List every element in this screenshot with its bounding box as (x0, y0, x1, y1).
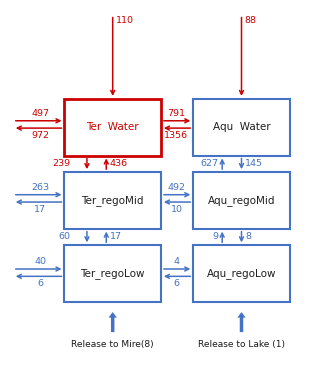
FancyBboxPatch shape (193, 99, 290, 156)
Text: 6: 6 (37, 279, 43, 288)
Text: 239: 239 (53, 159, 71, 168)
Text: 497: 497 (31, 109, 49, 118)
Text: 263: 263 (31, 183, 49, 192)
Text: Ter_regoLow: Ter_regoLow (80, 268, 145, 279)
Text: Release to Mire(8): Release to Mire(8) (71, 340, 154, 350)
FancyBboxPatch shape (193, 172, 290, 229)
Text: 17: 17 (109, 232, 121, 241)
Text: 492: 492 (167, 183, 185, 192)
Text: 88: 88 (245, 16, 257, 26)
Text: 110: 110 (116, 16, 134, 26)
FancyBboxPatch shape (64, 172, 161, 229)
Text: 627: 627 (200, 159, 218, 168)
Text: 17: 17 (34, 205, 46, 214)
Text: 60: 60 (59, 232, 71, 241)
FancyBboxPatch shape (64, 245, 161, 302)
Text: 436: 436 (109, 159, 128, 168)
Text: 145: 145 (245, 159, 263, 168)
Text: 40: 40 (34, 257, 46, 266)
Text: Aqu  Water: Aqu Water (213, 122, 270, 132)
Text: Release to Lake (1): Release to Lake (1) (198, 340, 285, 350)
FancyBboxPatch shape (193, 245, 290, 302)
Text: 972: 972 (31, 131, 49, 140)
Text: Aqu_regoMid: Aqu_regoMid (208, 195, 275, 206)
Text: 8: 8 (245, 232, 251, 241)
FancyBboxPatch shape (64, 99, 161, 156)
Text: 1356: 1356 (165, 131, 188, 140)
Text: 4: 4 (174, 257, 179, 266)
Text: 10: 10 (170, 205, 183, 214)
Text: Ter_regoMid: Ter_regoMid (81, 195, 144, 206)
Text: Ter  Water: Ter Water (86, 122, 139, 132)
Text: 9: 9 (212, 232, 218, 241)
Text: 6: 6 (174, 279, 179, 288)
Text: 791: 791 (167, 109, 185, 118)
Text: Aqu_regoLow: Aqu_regoLow (207, 268, 276, 279)
